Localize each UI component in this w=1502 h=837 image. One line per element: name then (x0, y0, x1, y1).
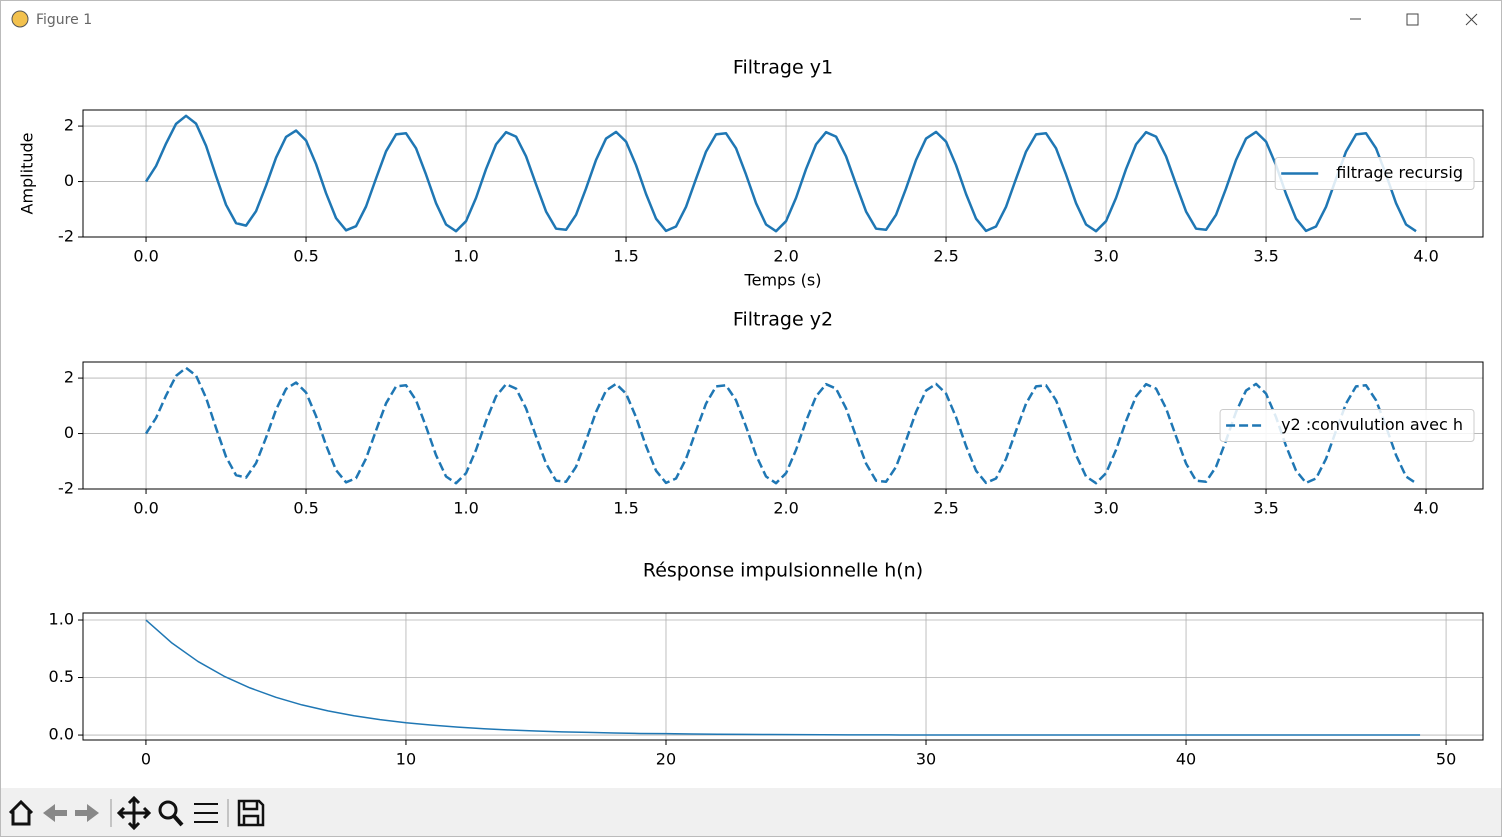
x-tick-label: 0.5 (293, 247, 318, 266)
x-tick-label: 1.0 (453, 499, 478, 518)
x-tick-label: 3.0 (1093, 247, 1118, 266)
x-tick-label: 40 (1176, 750, 1196, 769)
legend-label: y2 :convulution avec h (1281, 415, 1463, 434)
chart-title: Résponse impulsionnelle h(n) (643, 560, 923, 582)
x-tick-label: 3.5 (1253, 247, 1278, 266)
y-tick-label: -2 (58, 479, 74, 498)
legend: filtrage recursig (1274, 157, 1475, 190)
x-tick-label: 30 (916, 750, 936, 769)
x-tick-label: 2.0 (773, 499, 798, 518)
legend-box (1219, 409, 1475, 442)
x-tick-label: 0.0 (133, 499, 158, 518)
zoom-handle (172, 814, 184, 827)
x-tick-label: 1.5 (613, 247, 638, 266)
axes-frame (82, 612, 1484, 741)
y-axis-label: Amplitude (18, 133, 37, 215)
zoom-button[interactable] (158, 800, 178, 820)
configure-button[interactable] (194, 803, 218, 823)
x-tick-label: 0 (141, 750, 151, 769)
back-button[interactable] (43, 804, 67, 822)
window-title: Figure 1 (36, 12, 92, 28)
forward-button[interactable] (75, 804, 99, 822)
x-tick-label: 2.5 (933, 247, 958, 266)
x-tick-label: 1.0 (453, 247, 478, 266)
title-bar (1, 1, 1501, 39)
x-tick-label: 0.0 (133, 247, 158, 266)
close-button[interactable] (1465, 13, 1478, 26)
y-tick-label: 2 (64, 116, 74, 135)
legend: y2 :convulution avec h (1219, 409, 1475, 442)
x-tick-label: 3.5 (1253, 499, 1278, 518)
y-tick-label: 0 (64, 423, 74, 442)
axes: Filtrage y1 Temps (s) Amplitude 0.0 0.5 1.0 1.… (18, 57, 1484, 290)
y-tick-label: 0.0 (49, 725, 74, 744)
y-tick-label: -2 (58, 227, 74, 246)
home-button[interactable] (8, 799, 34, 826)
chart-title: Filtrage y2 (733, 309, 833, 331)
legend-box (1274, 157, 1475, 190)
x-tick-label: 20 (656, 750, 676, 769)
maximize-button[interactable] (1406, 13, 1419, 26)
axes: Résponse impulsionnelle h(n) 0 10 20 30 40 50 0… (49, 560, 1484, 769)
x-axis-label: Temps (s) (744, 271, 822, 290)
x-tick-label: 4.0 (1413, 247, 1438, 266)
axes-frame (82, 109, 1484, 238)
x-tick-label: 1.5 (613, 499, 638, 518)
save-button[interactable] (237, 799, 265, 827)
x-tick-label: 50 (1436, 750, 1456, 769)
app-icon (11, 10, 29, 28)
y-tick-label: 0 (64, 171, 74, 190)
x-tick-label: 10 (396, 750, 416, 769)
axes-frame (82, 361, 1484, 490)
data-line (145, 619, 1421, 736)
y-tick-label: 0.5 (49, 667, 74, 686)
axes: Filtrage y2 0.0 0.5 1.0 1.5 2.0 2.5 3.0 3.5 4.0 -2… (58, 309, 1484, 518)
x-tick-label: 2.0 (773, 247, 798, 266)
pan-button[interactable] (116, 795, 152, 831)
x-tick-label: 2.5 (933, 499, 958, 518)
data-line (144, 366, 1417, 485)
y-tick-label: 1.0 (49, 610, 74, 629)
y-tick-label: 2 (64, 368, 74, 387)
chart-title: Filtrage y1 (733, 57, 833, 79)
toolbar (1, 788, 1501, 836)
x-tick-label: 4.0 (1413, 499, 1438, 518)
x-tick-label: 3.0 (1093, 499, 1118, 518)
data-line (144, 114, 1417, 233)
x-tick-label: 0.5 (293, 499, 318, 518)
legend-label: filtrage recursig (1336, 163, 1463, 182)
